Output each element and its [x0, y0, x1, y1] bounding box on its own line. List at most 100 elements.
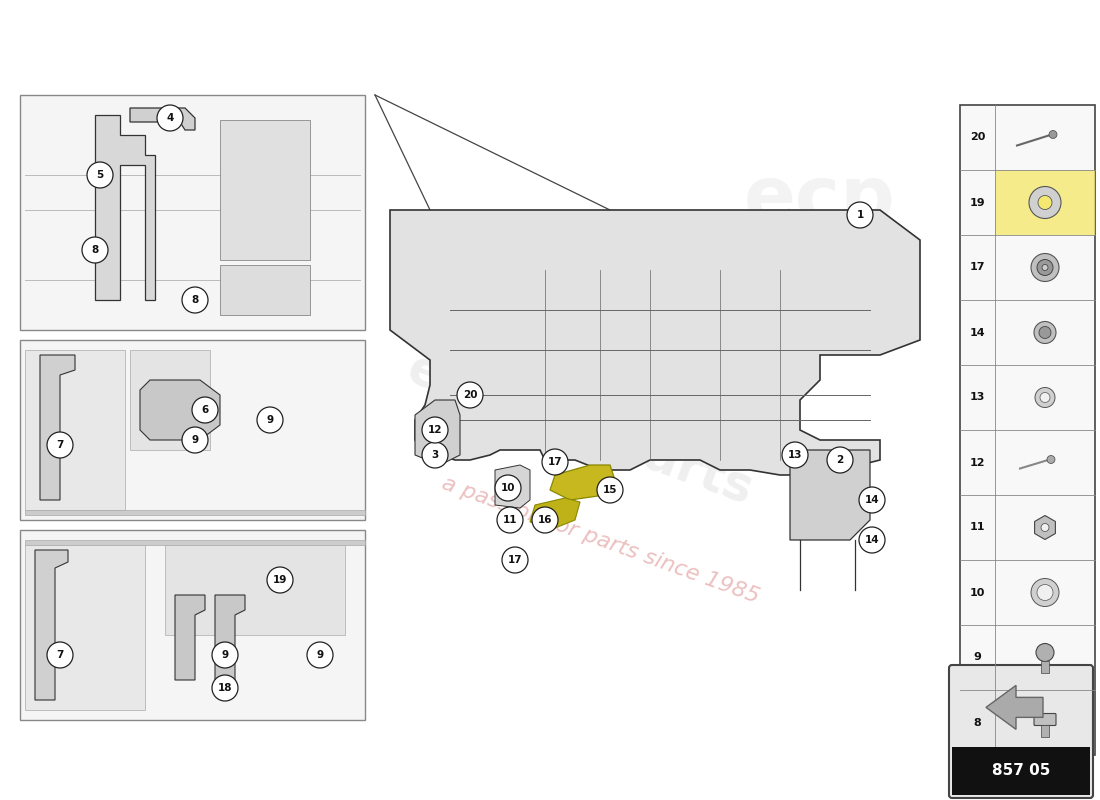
Polygon shape [140, 380, 220, 440]
Polygon shape [40, 355, 75, 500]
Circle shape [1031, 254, 1059, 282]
Bar [996, 170, 1094, 235]
Bar [952, 746, 1090, 795]
Text: 14: 14 [865, 495, 879, 505]
Text: 12: 12 [428, 425, 442, 435]
Text: 6: 6 [201, 405, 209, 415]
Text: 8: 8 [91, 245, 99, 255]
Circle shape [47, 642, 73, 668]
Bar [25, 540, 365, 545]
Circle shape [1041, 523, 1049, 531]
Polygon shape [175, 595, 205, 680]
Text: 5: 5 [97, 170, 103, 180]
Circle shape [1049, 130, 1057, 138]
Circle shape [212, 675, 238, 701]
Text: 9: 9 [317, 650, 323, 660]
Polygon shape [986, 686, 1043, 730]
Text: 9: 9 [266, 415, 274, 425]
Circle shape [47, 432, 73, 458]
Text: 15: 15 [603, 485, 617, 495]
Circle shape [495, 475, 521, 501]
Text: 11: 11 [970, 522, 986, 533]
Polygon shape [130, 108, 195, 130]
Text: 19: 19 [970, 198, 986, 207]
Text: 17: 17 [508, 555, 522, 565]
Circle shape [1037, 259, 1053, 275]
Circle shape [502, 547, 528, 573]
Circle shape [267, 567, 293, 593]
Text: 8: 8 [974, 718, 981, 727]
Circle shape [597, 477, 623, 503]
Text: 857 05: 857 05 [992, 763, 1050, 778]
Polygon shape [415, 400, 460, 465]
Text: 20: 20 [970, 133, 986, 142]
Circle shape [87, 162, 113, 188]
Text: eurocarparts: eurocarparts [400, 345, 760, 515]
Text: 10: 10 [970, 587, 986, 598]
Text: 10: 10 [500, 483, 515, 493]
Text: 2: 2 [836, 455, 844, 465]
Circle shape [1028, 186, 1062, 218]
Bar [220, 265, 310, 315]
Circle shape [1040, 326, 1050, 338]
Circle shape [497, 507, 522, 533]
Circle shape [1047, 455, 1055, 463]
Text: 20: 20 [463, 390, 477, 400]
Text: 9: 9 [191, 435, 199, 445]
Circle shape [859, 487, 886, 513]
Text: 12: 12 [970, 458, 986, 467]
Text: 4: 4 [166, 113, 174, 123]
Text: 9: 9 [221, 650, 229, 660]
Text: a passion for parts since 1985: a passion for parts since 1985 [439, 473, 761, 607]
Text: 3: 3 [431, 450, 439, 460]
Circle shape [1037, 585, 1053, 601]
Circle shape [422, 417, 448, 443]
Text: 7: 7 [56, 440, 64, 450]
Text: 13: 13 [970, 393, 986, 402]
Circle shape [456, 382, 483, 408]
Polygon shape [214, 595, 245, 680]
Circle shape [422, 442, 448, 468]
Polygon shape [530, 498, 580, 528]
Polygon shape [390, 210, 920, 475]
Polygon shape [95, 115, 155, 300]
Bar [960, 105, 1094, 755]
Circle shape [542, 449, 568, 475]
Circle shape [1031, 578, 1059, 606]
Circle shape [859, 527, 886, 553]
Text: 17: 17 [548, 457, 562, 467]
Text: 7: 7 [56, 650, 64, 660]
Bar [165, 545, 345, 635]
Text: 11: 11 [503, 515, 517, 525]
Text: 8: 8 [191, 295, 199, 305]
Circle shape [182, 427, 208, 453]
Text: 19: 19 [273, 575, 287, 585]
Circle shape [82, 237, 108, 263]
Polygon shape [1035, 515, 1055, 539]
Bar [1041, 725, 1049, 737]
Text: 14: 14 [970, 327, 986, 338]
Bar [20, 340, 365, 520]
Text: 1: 1 [857, 210, 864, 220]
Circle shape [1035, 387, 1055, 407]
Circle shape [1040, 393, 1050, 402]
Bar [20, 95, 365, 330]
Circle shape [847, 202, 873, 228]
Circle shape [1036, 643, 1054, 662]
Circle shape [157, 105, 183, 131]
Circle shape [182, 287, 208, 313]
FancyBboxPatch shape [1034, 714, 1056, 726]
Text: 14: 14 [865, 535, 879, 545]
Circle shape [782, 442, 808, 468]
Polygon shape [550, 465, 615, 500]
Bar [25, 545, 145, 710]
Circle shape [1038, 195, 1052, 210]
Circle shape [307, 642, 333, 668]
FancyBboxPatch shape [949, 665, 1093, 798]
Text: parts: parts [782, 271, 898, 309]
Bar [130, 350, 210, 450]
Bar [25, 510, 365, 515]
Polygon shape [35, 550, 68, 700]
Text: 13: 13 [788, 450, 802, 460]
Circle shape [827, 447, 853, 473]
